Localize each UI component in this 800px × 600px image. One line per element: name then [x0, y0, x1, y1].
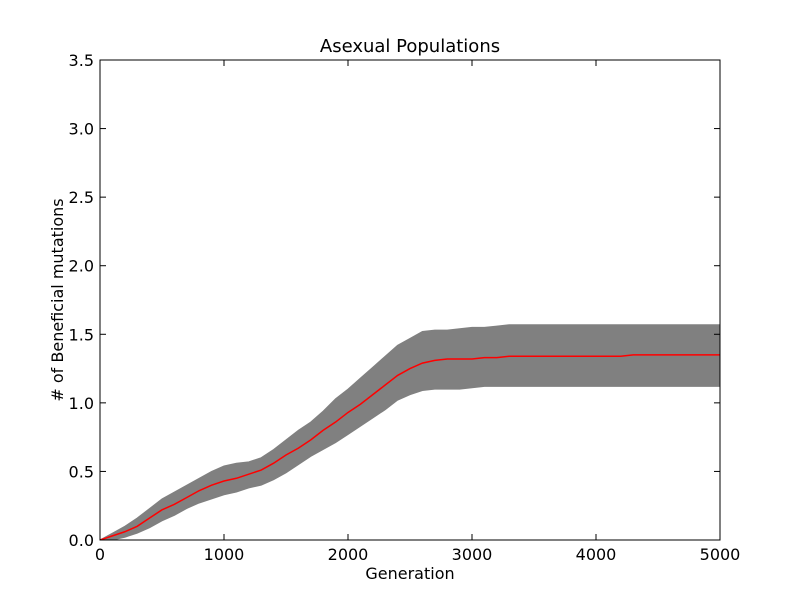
y-tick-label: 3.0 — [69, 120, 94, 139]
plot-frame — [99, 59, 721, 541]
x-tick-label: 3000 — [452, 545, 493, 564]
x-axis-label: Generation — [365, 564, 454, 583]
y-tick-label: 2.0 — [69, 257, 94, 276]
y-tick-label: 0.0 — [69, 531, 94, 550]
y-axis-label: # of Beneficial mutations — [48, 198, 67, 401]
mean-line — [100, 354, 720, 540]
x-tick-label: 5000 — [700, 545, 741, 564]
y-tick-label: 3.5 — [69, 51, 94, 70]
x-axis-ticks: 0 1000 2000 3000 4000 5000 — [95, 60, 740, 564]
y-tick-label: 0.5 — [69, 462, 94, 481]
std-band-area — [100, 324, 720, 540]
x-tick-label: 4000 — [576, 545, 617, 564]
x-tick-label: 2000 — [328, 545, 369, 564]
y-tick-label: 1.0 — [69, 394, 94, 413]
x-tick-label: 1000 — [204, 545, 245, 564]
y-tick-label: 2.5 — [69, 188, 94, 207]
plot-layer — [100, 324, 720, 540]
x-tick-label: 0 — [95, 545, 105, 564]
chart-title: Asexual Populations — [320, 36, 500, 57]
y-tick-label: 1.5 — [69, 325, 94, 344]
y-axis-ticks: 0.0 0.5 1.0 1.5 2.0 2.5 3.0 3.5 — [69, 51, 720, 550]
